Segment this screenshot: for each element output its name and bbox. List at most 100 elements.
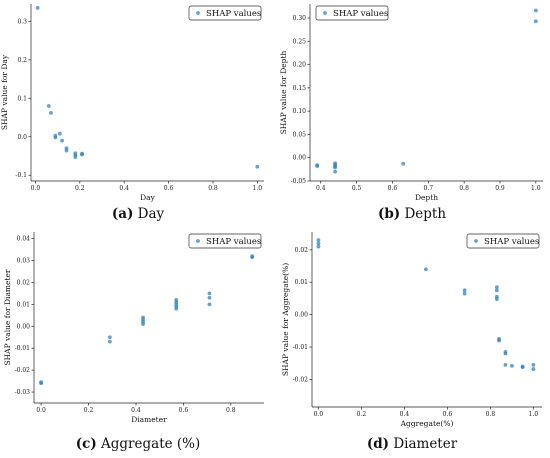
data-point [207,291,212,296]
caption-b: (b) Depth [378,206,446,222]
legend-marker [474,239,478,243]
data-point [60,138,64,143]
caption-c: (c) Aggregate (%) [76,436,201,452]
x-axis-label: Diameter [131,415,167,424]
y-tick-label: 0.0 [17,134,27,141]
data-point [207,302,212,307]
y-tick-label: 0.02 [17,279,31,286]
data-point [207,295,212,300]
x-tick-label: 0.8 [208,185,218,192]
data-point [316,238,321,243]
data-point [462,291,467,296]
x-tick-label: 0.6 [179,407,189,414]
data-point [494,285,499,289]
data-point [250,254,255,259]
x-tick-label: 1.0 [529,411,539,418]
y-tick-label: 0.00 [17,323,31,330]
x-tick-label: 0.2 [75,185,85,192]
panel-day: 0.0 0.2 0.4 0.6 0.8 1.0 -0.1 0.0 0.1 0.2 0.3 Day SHA… [0,4,264,202]
legend-label: SHAP values [484,237,539,247]
x-tick-label: 0.0 [314,411,324,418]
y-tick-label: 0.00 [295,312,309,319]
legend-box [315,5,389,21]
y-tick-label: 0.03 [17,258,31,265]
y-tick-label: 0.20 [293,62,307,69]
x-tick-label: 0.6 [388,185,398,192]
x-axis-label: Depth [415,193,438,202]
data-point [401,161,406,166]
data-point [80,151,84,156]
x-tick-label: 0.6 [164,185,174,192]
x-tick-label: 1.0 [253,185,263,192]
data-point [533,19,538,24]
data-point [315,164,320,168]
data-point [494,288,499,293]
data-point [174,298,179,302]
y-tick-label: 0.05 [293,131,307,138]
y-tick-label: -0.1 [15,172,27,179]
data-point [333,169,337,174]
y-tick-label: 0.10 [293,108,307,115]
x-tick-label: 0.0 [36,407,46,414]
y-tick-label: 0.02 [295,247,309,254]
data-point [424,267,428,272]
y-tick-label: 0.01 [17,301,30,308]
y-tick-label: 0.04 [17,236,31,243]
x-tick-label: 0.2 [84,407,94,414]
data-point [533,8,538,13]
y-tick-label: -0.03 [15,389,31,396]
y-tick-label: 0.2 [17,57,27,64]
x-tick-label: 0.8 [486,411,496,418]
data-point [64,148,69,153]
x-axis-label: Aggregate(%) [400,419,454,428]
data-point [333,165,337,170]
legend-marker [196,11,200,15]
data-point [255,164,260,169]
panel-aggregate: 0.0 0.2 0.4 0.6 0.8 -0.03 -0.02 -0.01 0.00 0.01 0.… [3,232,264,424]
legend: SHAP values [188,5,262,21]
y-tick-label: -0.01 [15,345,30,352]
caption-d: (d) Diameter [367,436,458,452]
data-point [497,338,501,343]
legend-box [466,233,540,249]
y-tick-label: 0.01 [295,279,308,286]
y-tick-label: 0.15 [293,85,307,92]
legend: SHAP values [315,5,389,21]
data-point [73,155,78,160]
x-axis-label: Day [140,193,155,202]
data-point [503,362,508,367]
legend-label: SHAP values [206,237,261,247]
y-tick-label: 0.30 [293,15,307,22]
data-point [53,133,58,138]
data-point [57,131,62,136]
y-axis-label: SHAP value for Day [0,54,9,130]
x-tick-label: 0.7 [424,185,434,192]
panel-depth: 0.4 0.5 0.6 0.7 0.8 0.9 1.0 -0.05 0.00 0.05 0.10 0.… [279,4,543,202]
x-tick-label: 0.8 [226,407,236,414]
legend: SHAP values [466,233,540,249]
data-point [531,362,536,367]
legend-marker [323,11,327,15]
legend-marker [196,239,200,243]
y-tick-label: -0.01 [293,344,308,351]
legend-box [188,5,262,21]
y-tick-label: 0.1 [17,95,27,102]
panel-diameter: 0.0 0.2 0.4 0.6 0.8 1.0 -0.02 -0.01 0.00 0.01 0.02… [281,232,542,428]
x-tick-label: 0.0 [31,185,41,192]
data-point [316,244,321,249]
legend-label: SHAP values [206,9,261,19]
x-tick-label: 0.8 [459,185,469,192]
data-point [494,297,499,301]
y-tick-label: -0.02 [15,367,31,374]
data-point [316,241,321,246]
x-tick-label: 0.4 [131,407,141,414]
x-tick-label: 0.4 [119,185,129,192]
y-axis-label: SHAP value for Depth [279,51,288,135]
x-tick-label: 0.5 [352,185,362,192]
data-point [141,315,145,320]
x-tick-label: 1.0 [531,185,541,192]
y-axis-label: SHAP value for Diameter [3,269,12,365]
data-point [39,381,44,386]
y-tick-label: 0.00 [293,155,307,162]
